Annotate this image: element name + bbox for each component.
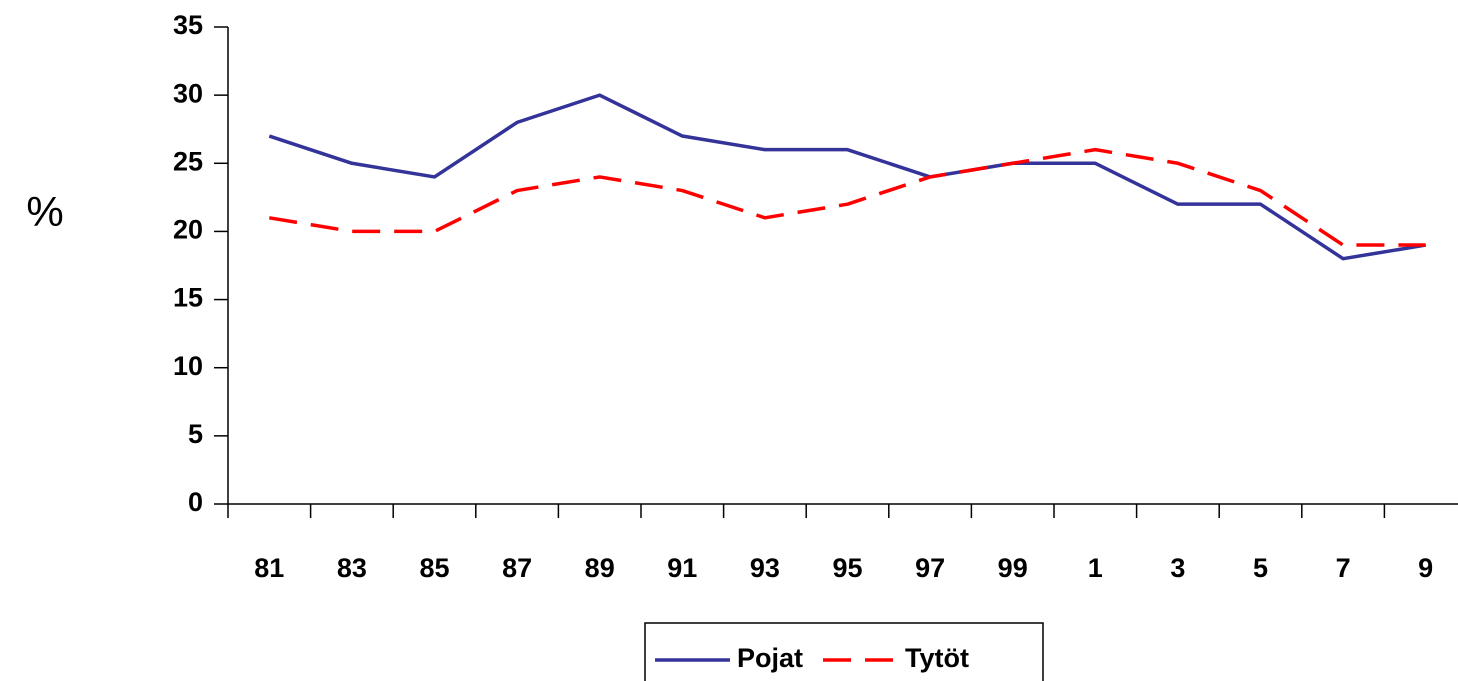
series-line <box>268 93 1426 261</box>
y-tick-label: 0 <box>188 487 203 517</box>
x-tick-label: 85 <box>419 553 449 583</box>
series-line <box>269 147 1426 247</box>
x-tick-label: 89 <box>585 553 615 583</box>
y-tick-label: 10 <box>173 351 203 381</box>
y-tick-label: 5 <box>188 419 203 449</box>
x-tick-label: 3 <box>1170 553 1185 583</box>
x-tick-label: 93 <box>750 553 780 583</box>
legend <box>644 622 1044 681</box>
legend-label: Tytöt <box>905 643 969 673</box>
x-tick-label: 91 <box>667 553 697 583</box>
x-tick-label: 7 <box>1336 553 1351 583</box>
x-tick-label: 9 <box>1418 553 1433 583</box>
y-tick-label: 15 <box>173 283 203 313</box>
x-tick-label: 81 <box>254 553 284 583</box>
x-tick-label: 95 <box>832 553 862 583</box>
y-tick-label: 30 <box>173 78 203 108</box>
x-tick-label: 99 <box>998 553 1028 583</box>
x-tick-label: 83 <box>337 553 367 583</box>
legend-label: Pojat <box>737 643 803 673</box>
x-tick-label: 1 <box>1088 553 1103 583</box>
y-tick-label: 35 <box>173 10 203 40</box>
x-tick-label: 5 <box>1253 553 1268 583</box>
x-tick-label: 97 <box>915 553 945 583</box>
y-tick-label: 25 <box>173 146 203 176</box>
y-axis-label: % <box>26 188 63 235</box>
y-tick-label: 20 <box>173 215 203 245</box>
x-tick-label: 87 <box>502 553 532 583</box>
